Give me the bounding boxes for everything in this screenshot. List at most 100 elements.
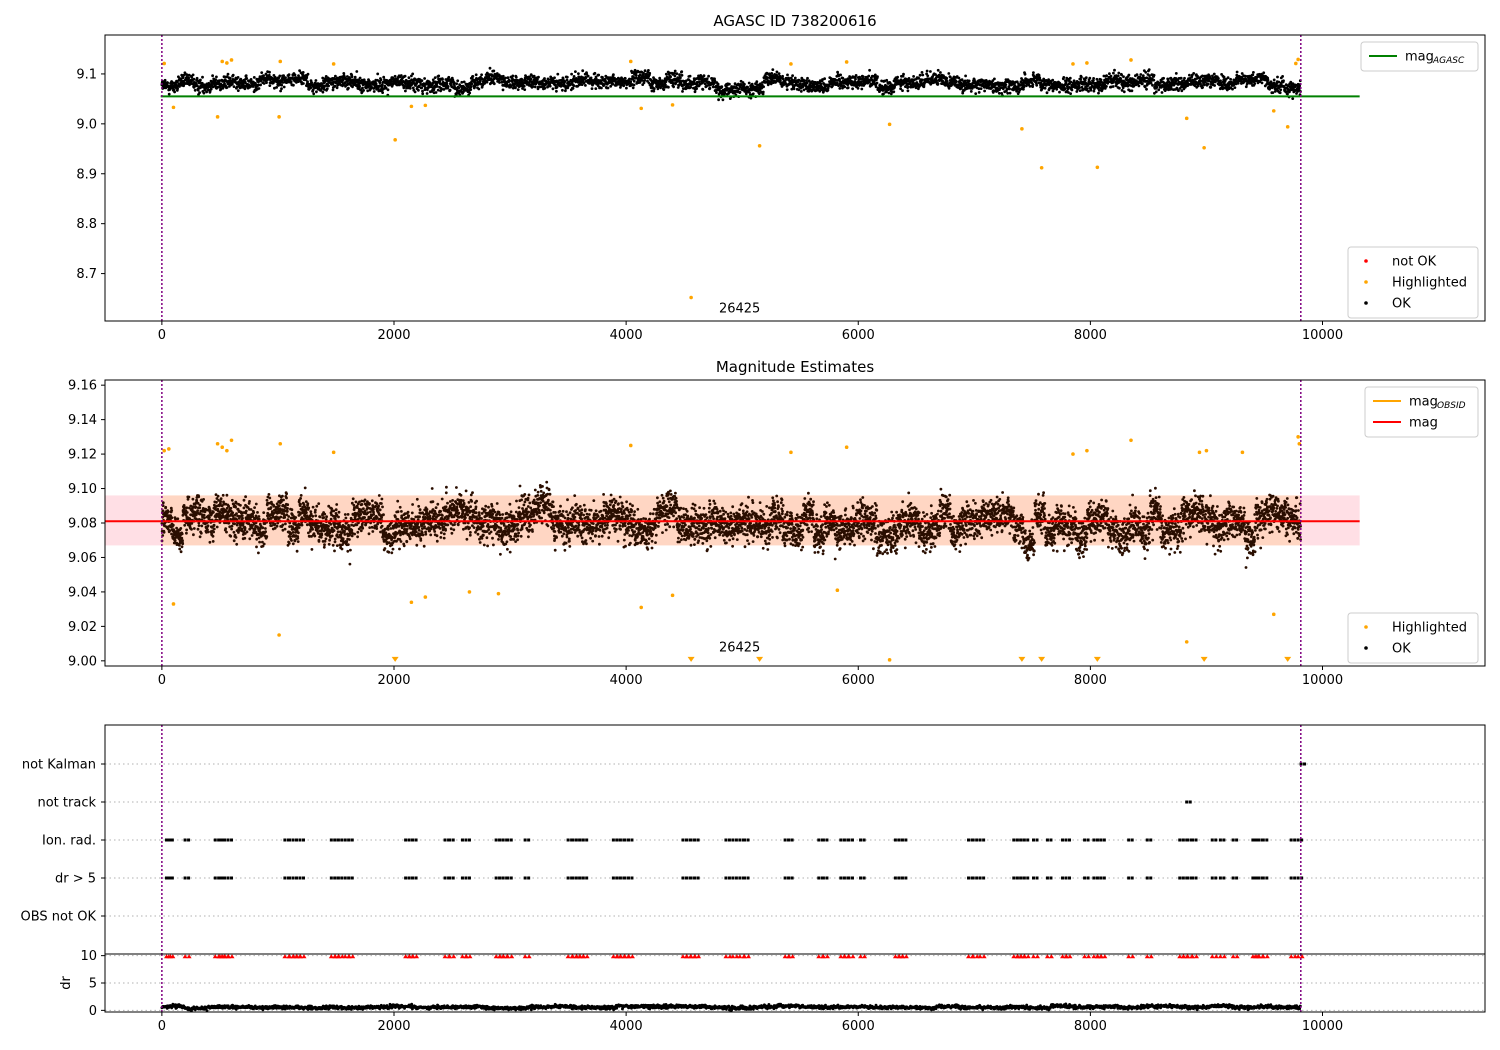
ok-point: [757, 92, 761, 95]
ok-point: [181, 542, 185, 546]
ok-point: [818, 89, 822, 93]
ok-point: [231, 73, 235, 77]
ok-point: [1070, 88, 1074, 92]
ok-point: [556, 72, 560, 76]
ok-point: [433, 76, 437, 79]
ok-point: [762, 85, 765, 89]
ok-point: [410, 74, 413, 78]
ok-point: [211, 74, 215, 78]
ok-point: [775, 74, 779, 78]
ok-point: [1089, 88, 1093, 92]
ok-point: [584, 76, 588, 80]
ok-point: [424, 86, 427, 90]
ok-point: [167, 92, 171, 96]
ok-point: [1276, 75, 1279, 79]
ok-point: [713, 79, 717, 83]
ok-point: [589, 76, 593, 80]
ok-points: [160, 480, 1302, 569]
ok-point: [1226, 76, 1230, 79]
ok-point: [172, 88, 176, 92]
ok-point: [498, 81, 501, 84]
ok-point: [180, 536, 184, 540]
ok-point: [1188, 73, 1191, 77]
ok-point: [1145, 87, 1148, 91]
ok-point: [597, 73, 601, 77]
ok-point: [242, 498, 246, 502]
ok-point: [1272, 78, 1276, 82]
ok-point: [201, 75, 204, 79]
ok-point: [166, 81, 170, 85]
ok-point: [702, 74, 706, 78]
ok-point: [173, 90, 177, 94]
ok-point: [993, 77, 996, 81]
ok-point: [358, 76, 362, 80]
ok-point: [901, 89, 904, 92]
ok-point: [1252, 71, 1255, 74]
ok-point: [603, 77, 607, 81]
ok-point: [997, 91, 1001, 95]
x-tick-label: 2000: [377, 328, 410, 343]
ok-point: [851, 87, 854, 91]
ok-point: [1154, 90, 1158, 94]
ok-point: [282, 85, 286, 89]
ok-point: [281, 494, 284, 498]
highlighted-point: [689, 295, 693, 300]
ok-point: [457, 86, 461, 90]
ok-point: [936, 68, 940, 72]
x-tick-label: 0: [158, 328, 166, 343]
ok-point: [224, 527, 228, 530]
ok-point: [1105, 74, 1108, 77]
legend-label: Highlighted: [1392, 276, 1467, 291]
ok-point: [215, 525, 219, 529]
ok-point: [1151, 83, 1154, 87]
ok-point: [664, 83, 667, 87]
ok-point: [250, 534, 254, 537]
ok-point: [298, 69, 301, 72]
ok-point: [1023, 72, 1027, 76]
ok-point: [819, 82, 823, 86]
ok-point: [452, 81, 456, 85]
ok-point: [191, 73, 195, 77]
ok-point: [170, 516, 174, 520]
ok-point: [716, 82, 720, 86]
ok-point: [951, 82, 954, 86]
ok-point: [198, 506, 202, 510]
ok-point: [301, 71, 305, 74]
ok-point: [262, 74, 265, 77]
ok-point: [1051, 78, 1055, 82]
ok-point: [1087, 90, 1090, 93]
highlighted-point: [1071, 62, 1075, 66]
ok-point: [1235, 70, 1239, 74]
ok-point: [1112, 71, 1115, 75]
legend-dot-swatch: [1364, 280, 1368, 284]
ok-point: [200, 524, 204, 528]
ok-point: [378, 81, 382, 85]
ok-point: [206, 86, 210, 89]
ok-point: [929, 82, 933, 86]
ok-point: [198, 535, 202, 539]
ok-point: [208, 540, 212, 544]
ok-point: [229, 534, 233, 538]
ok-point: [593, 71, 597, 75]
ok-point: [164, 86, 168, 90]
highlighted-point: [1095, 165, 1100, 170]
ok-point: [1236, 81, 1240, 85]
ok-point: [885, 78, 889, 82]
ok-point: [460, 80, 464, 84]
ok-point: [1083, 79, 1087, 82]
ok-point: [324, 78, 328, 81]
ok-point: [421, 92, 425, 96]
ok-point: [1008, 91, 1012, 95]
ok-point: [1008, 87, 1011, 91]
ok-point: [271, 81, 275, 85]
ok-point: [404, 89, 407, 93]
ok-point: [281, 523, 285, 527]
ok-point: [1084, 76, 1088, 80]
ok-point: [314, 79, 318, 82]
ok-point: [861, 75, 865, 78]
ok-point: [647, 81, 651, 85]
ok-point: [580, 83, 584, 86]
ok-point: [1217, 77, 1220, 80]
ok-point: [192, 527, 196, 530]
ok-point: [230, 498, 234, 502]
